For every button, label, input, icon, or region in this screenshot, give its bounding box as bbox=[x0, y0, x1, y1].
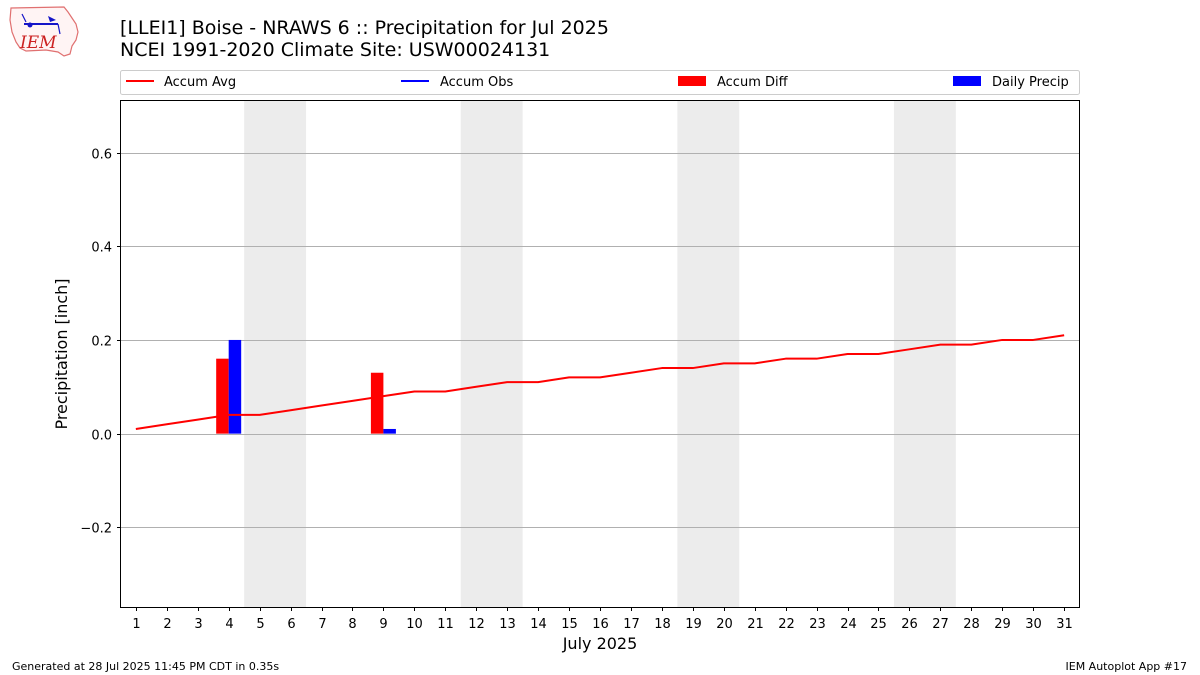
x-tick-label: 16 bbox=[592, 617, 609, 632]
legend-label-daily-precip: Daily Precip bbox=[992, 75, 1069, 90]
x-tick-label: 19 bbox=[685, 617, 702, 632]
x-tick-label: 11 bbox=[437, 617, 454, 632]
x-axis-label: July 2025 bbox=[562, 634, 638, 653]
gridlines bbox=[121, 153, 1079, 528]
legend-label-accum-obs: Accum Obs bbox=[440, 75, 513, 90]
y-tick-label: −0.2 bbox=[80, 522, 112, 537]
x-tick-label: 8 bbox=[348, 617, 356, 632]
x-tick-label: 2 bbox=[163, 617, 171, 632]
x-axis-ticks: 1 2 3 4 5 6 7 8 9 10 11 12 13 14 15 16 17 18 19 20 21 22 23 24 2… bbox=[132, 607, 1073, 632]
lines bbox=[135, 334, 1065, 430]
y-axis-label: Precipitation [inch] bbox=[52, 278, 71, 429]
y-tick-label: 0.6 bbox=[91, 148, 112, 163]
x-tick-label: 13 bbox=[499, 617, 516, 632]
x-tick-label: 17 bbox=[623, 617, 640, 632]
x-tick-label: 26 bbox=[901, 617, 918, 632]
x-tick-label: 22 bbox=[778, 617, 795, 632]
x-tick-label: 4 bbox=[225, 617, 233, 632]
legend: Accum Avg Accum Obs Accum Diff Daily Pre… bbox=[120, 70, 1080, 95]
x-tick-label: 20 bbox=[716, 617, 733, 632]
x-tick-label: 10 bbox=[406, 617, 423, 632]
weekend-band bbox=[244, 101, 307, 607]
precipitation-chart: −0.20.00.20.40.6 1 2 3 4 5 6 7 8 9 10 11 12 13 14 15 16… bbox=[52, 70, 1080, 653]
generated-timestamp: Generated at 28 Jul 2025 11:45 PM CDT in… bbox=[12, 660, 280, 673]
y-tick-label: 0.2 bbox=[91, 335, 112, 350]
accum-diff-bar bbox=[216, 358, 229, 434]
x-tick-label: 6 bbox=[287, 617, 295, 632]
weekend-band bbox=[893, 101, 956, 607]
accum-diff-bar bbox=[370, 372, 384, 434]
legend-label-accum-avg: Accum Avg bbox=[164, 75, 236, 90]
x-tick-label: 28 bbox=[963, 617, 980, 632]
x-tick-label: 15 bbox=[561, 617, 578, 632]
logo-text: IEM bbox=[19, 33, 57, 53]
y-axis-ticks: −0.2 0.0 0.2 0.4 0.6 bbox=[80, 148, 121, 537]
x-tick-label: 21 bbox=[747, 617, 764, 632]
legend-swatch-daily-precip bbox=[953, 76, 981, 86]
legend-swatch-accum-diff bbox=[678, 76, 706, 86]
x-tick-label: 23 bbox=[809, 617, 826, 632]
legend-frame bbox=[120, 70, 1080, 95]
weekend-band bbox=[460, 101, 523, 607]
x-tick-label: 25 bbox=[870, 617, 887, 632]
x-tick-label: 1 bbox=[132, 617, 140, 632]
daily-precip-bar bbox=[383, 428, 396, 434]
x-tick-label: 27 bbox=[932, 617, 949, 632]
y-tick-label: 0.4 bbox=[91, 241, 112, 256]
app-credit: IEM Autoplot App #17 bbox=[1065, 660, 1188, 673]
legend-label-accum-diff: Accum Diff bbox=[717, 75, 789, 90]
x-tick-label: 14 bbox=[530, 617, 547, 632]
chart-title: [LLEI1] Boise - NRAWS 6 :: Precipitation… bbox=[120, 17, 609, 39]
y-tick-label: 0.0 bbox=[91, 429, 112, 444]
accum-avg-line bbox=[135, 334, 1065, 430]
x-tick-label: 9 bbox=[379, 617, 387, 632]
x-tick-label: 24 bbox=[840, 617, 857, 632]
x-tick-label: 5 bbox=[256, 617, 264, 632]
daily-precip-bar bbox=[228, 339, 242, 434]
chart-subtitle: NCEI 1991-2020 Climate Site: USW00024131 bbox=[120, 39, 551, 61]
iem-logo: IEM bbox=[9, 6, 79, 57]
weekend-shading bbox=[244, 101, 956, 607]
weekend-band bbox=[677, 101, 740, 607]
x-tick-label: 30 bbox=[1025, 617, 1042, 632]
x-tick-label: 7 bbox=[318, 617, 326, 632]
x-tick-label: 3 bbox=[194, 617, 202, 632]
x-tick-label: 29 bbox=[994, 617, 1011, 632]
x-tick-label: 31 bbox=[1056, 617, 1073, 632]
x-tick-label: 18 bbox=[654, 617, 671, 632]
x-tick-label: 12 bbox=[468, 617, 485, 632]
